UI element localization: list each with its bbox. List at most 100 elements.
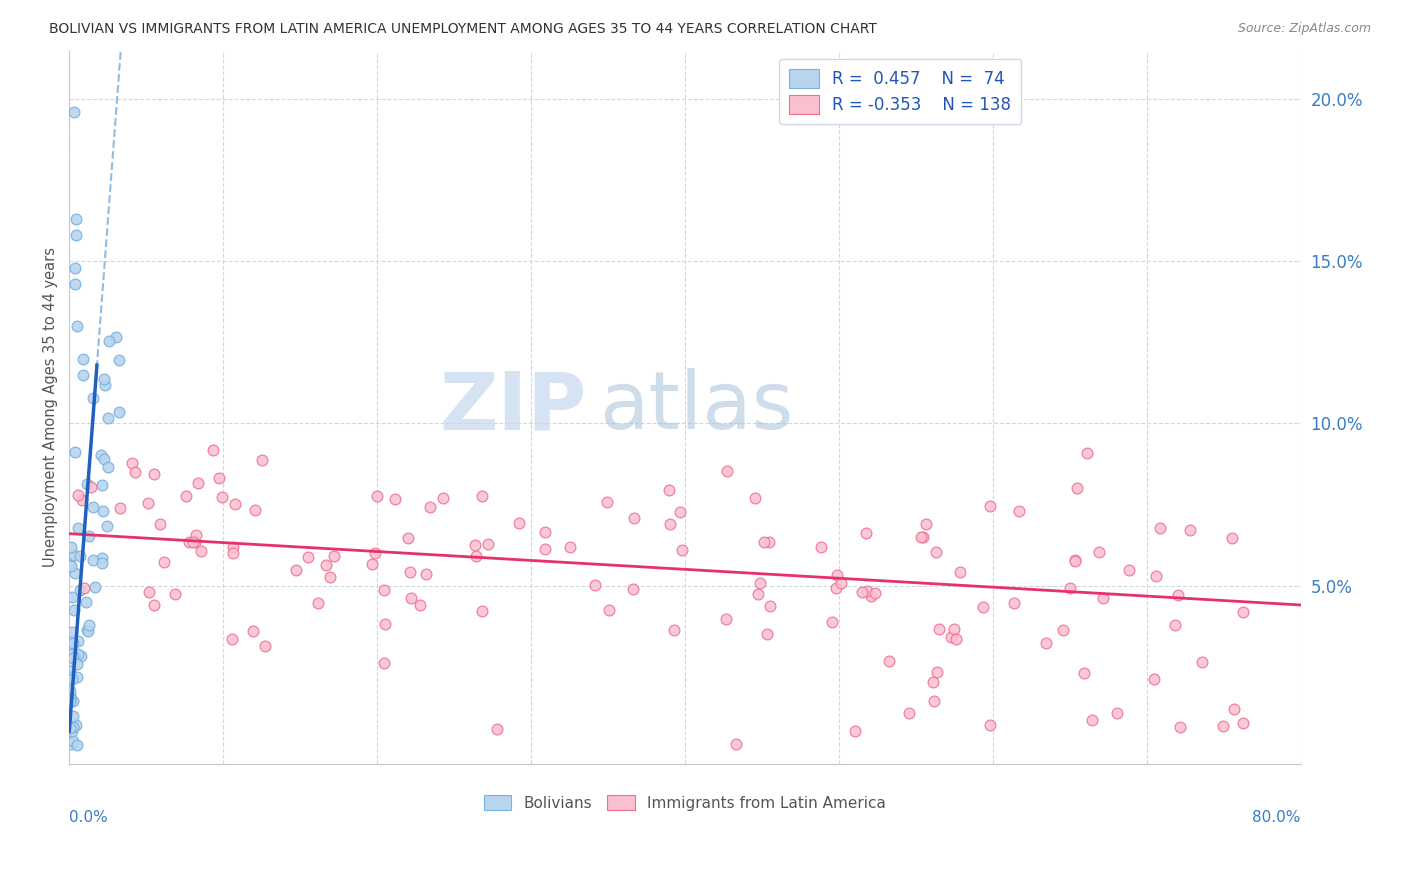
- Point: [59, 683, 82, 698]
- Point: [399, 566, 422, 580]
- Point: [583, 578, 606, 592]
- Point: [76, 476, 98, 491]
- Point: [63, 549, 86, 563]
- Point: [66, 657, 89, 672]
- Point: [142, 598, 165, 612]
- Point: [72, 351, 94, 366]
- Point: [810, 540, 832, 554]
- Point: [1066, 481, 1088, 495]
- Point: [477, 536, 499, 550]
- Point: [508, 516, 530, 530]
- Point: [979, 499, 1001, 513]
- Point: [1035, 636, 1057, 650]
- Point: [1007, 503, 1029, 517]
- Point: [1073, 665, 1095, 680]
- Point: [360, 558, 382, 572]
- Point: [856, 583, 879, 598]
- Point: [621, 582, 644, 596]
- Point: [96, 519, 118, 533]
- Legend: Bolivians, Immigrants from Latin America: Bolivians, Immigrants from Latin America: [478, 789, 893, 817]
- Point: [668, 505, 690, 519]
- Point: [97, 410, 120, 425]
- Point: [93, 451, 115, 466]
- Point: [136, 496, 159, 510]
- Point: [60, 672, 83, 686]
- Point: [179, 535, 201, 549]
- Point: [76, 595, 98, 609]
- Point: [62, 709, 84, 723]
- Point: [925, 665, 948, 679]
- Point: [60, 724, 83, 739]
- Point: [1081, 713, 1104, 727]
- Point: [471, 489, 494, 503]
- Point: [659, 516, 682, 531]
- Point: [104, 330, 127, 344]
- Point: [62, 636, 84, 650]
- Point: [471, 603, 494, 617]
- Point: [374, 617, 396, 632]
- Point: [1088, 545, 1111, 559]
- Point: [859, 589, 882, 603]
- Point: [62, 624, 84, 639]
- Point: [79, 480, 101, 494]
- Point: [60, 647, 83, 661]
- Point: [66, 738, 89, 752]
- Point: [297, 550, 319, 565]
- Point: [124, 465, 146, 479]
- Point: [66, 319, 89, 334]
- Point: [201, 443, 224, 458]
- Point: [63, 260, 86, 275]
- Point: [70, 648, 93, 663]
- Text: ZIP: ZIP: [439, 368, 586, 446]
- Point: [284, 562, 307, 576]
- Point: [70, 493, 93, 508]
- Point: [65, 718, 87, 732]
- Point: [1164, 618, 1187, 632]
- Point: [534, 541, 557, 556]
- Point: [60, 637, 83, 651]
- Point: [1105, 706, 1128, 721]
- Point: [373, 582, 395, 597]
- Point: [658, 483, 681, 497]
- Point: [62, 648, 84, 662]
- Point: [315, 558, 337, 572]
- Point: [366, 489, 388, 503]
- Point: [844, 724, 866, 739]
- Point: [67, 647, 90, 661]
- Point: [67, 634, 90, 648]
- Point: [1191, 655, 1213, 669]
- Point: [252, 452, 274, 467]
- Point: [91, 478, 114, 492]
- Point: [922, 674, 945, 689]
- Point: [60, 541, 83, 555]
- Point: [69, 582, 91, 597]
- Point: [1144, 569, 1167, 583]
- Point: [724, 738, 747, 752]
- Point: [925, 544, 948, 558]
- Point: [221, 546, 243, 560]
- Point: [560, 540, 582, 554]
- Point: [877, 655, 900, 669]
- Point: [243, 503, 266, 517]
- Point: [187, 476, 209, 491]
- Point: [598, 603, 620, 617]
- Point: [59, 558, 82, 572]
- Point: [62, 694, 84, 708]
- Point: [72, 368, 94, 382]
- Point: [364, 546, 387, 560]
- Point: [221, 632, 243, 646]
- Point: [464, 538, 486, 552]
- Point: [942, 622, 965, 636]
- Point: [93, 372, 115, 386]
- Point: [1064, 553, 1087, 567]
- Point: [149, 516, 172, 531]
- Point: [825, 582, 848, 596]
- Point: [911, 530, 934, 544]
- Point: [84, 580, 107, 594]
- Point: [384, 491, 406, 506]
- Point: [1212, 719, 1234, 733]
- Point: [752, 534, 775, 549]
- Point: [94, 378, 117, 392]
- Point: [1059, 581, 1081, 595]
- Point: [153, 555, 176, 569]
